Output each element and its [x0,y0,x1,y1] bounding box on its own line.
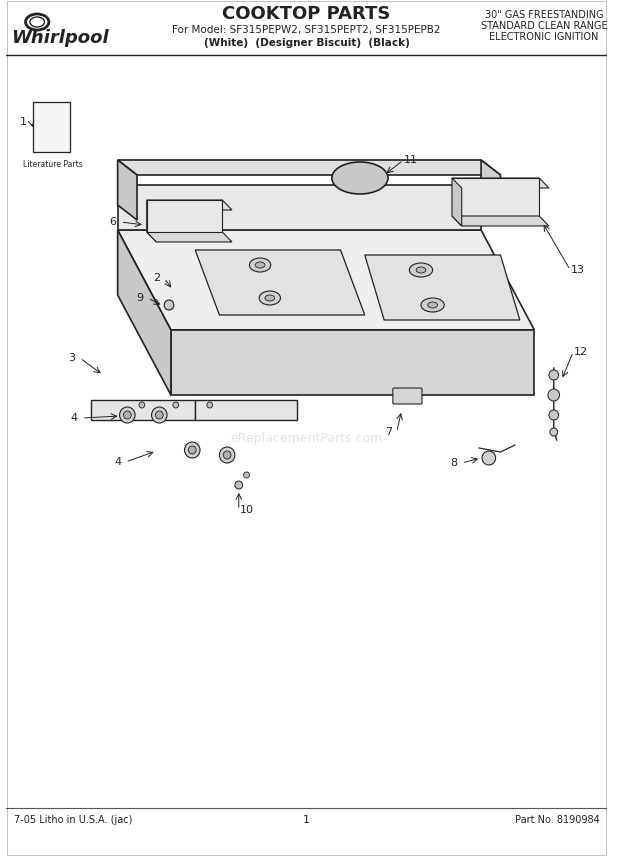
Text: For Model: SF315PEPW2, SF315PEPT2, SF315PEPB2: For Model: SF315PEPW2, SF315PEPT2, SF315… [172,25,441,35]
Text: eReplacementParts.com: eReplacementParts.com [231,431,383,444]
Text: 3: 3 [69,353,76,363]
Polygon shape [147,200,156,242]
Polygon shape [452,216,549,226]
Ellipse shape [249,258,271,272]
Text: ELECTRONIC IGNITION: ELECTRONIC IGNITION [489,32,599,42]
Ellipse shape [421,298,445,312]
Circle shape [244,472,249,478]
Text: 7-05 Litho in U.S.A. (jac): 7-05 Litho in U.S.A. (jac) [14,815,132,825]
Circle shape [235,481,242,489]
Polygon shape [171,330,534,395]
Polygon shape [118,160,137,220]
Polygon shape [118,185,481,230]
Circle shape [223,451,231,459]
Text: 4: 4 [71,413,78,423]
Text: STANDARD CLEAN RANGE: STANDARD CLEAN RANGE [480,21,608,31]
Polygon shape [147,232,232,242]
Polygon shape [195,250,365,315]
Circle shape [219,447,235,463]
Polygon shape [452,178,549,188]
Polygon shape [118,230,171,395]
Polygon shape [365,255,520,320]
Polygon shape [147,200,232,210]
Bar [33,102,70,152]
Text: 7: 7 [386,427,392,437]
Polygon shape [452,178,462,226]
Polygon shape [481,160,500,220]
Text: 8: 8 [450,458,458,468]
Text: 1: 1 [303,815,310,825]
Text: 1: 1 [20,117,27,127]
Ellipse shape [332,162,388,194]
Text: 13: 13 [571,265,585,275]
Circle shape [156,411,163,419]
Text: Whirlpool: Whirlpool [11,29,108,47]
Circle shape [549,410,559,420]
Polygon shape [118,160,500,175]
Circle shape [188,446,196,454]
Text: 11: 11 [404,155,418,165]
Circle shape [548,389,560,401]
Ellipse shape [265,295,275,301]
Ellipse shape [428,302,438,308]
Ellipse shape [259,291,280,305]
Circle shape [173,402,179,408]
Text: 2: 2 [153,273,160,283]
Polygon shape [195,400,297,420]
Text: 6: 6 [109,217,117,227]
Text: (White)  (Designer Biscuit)  (Black): (White) (Designer Biscuit) (Black) [204,38,410,48]
Polygon shape [147,200,223,232]
FancyBboxPatch shape [393,388,422,404]
Circle shape [550,428,557,436]
Text: 9: 9 [136,293,143,303]
Ellipse shape [409,263,433,277]
Circle shape [207,402,213,408]
Text: COOKTOP PARTS: COOKTOP PARTS [223,5,391,23]
Text: 30" GAS FREESTANDING: 30" GAS FREESTANDING [485,10,603,20]
Circle shape [123,411,131,419]
Ellipse shape [416,267,426,273]
Circle shape [151,407,167,423]
Ellipse shape [255,262,265,268]
Text: 4: 4 [114,457,121,467]
Circle shape [482,451,495,465]
Circle shape [120,407,135,423]
Text: 10: 10 [239,505,254,515]
Circle shape [139,402,145,408]
Polygon shape [452,178,539,216]
Circle shape [185,442,200,458]
Text: Literature Parts: Literature Parts [23,160,82,169]
Polygon shape [118,230,534,330]
Text: 12: 12 [574,347,588,357]
Circle shape [164,300,174,310]
Circle shape [549,370,559,380]
Text: Part No. 8190984: Part No. 8190984 [515,815,600,825]
Polygon shape [92,400,195,420]
